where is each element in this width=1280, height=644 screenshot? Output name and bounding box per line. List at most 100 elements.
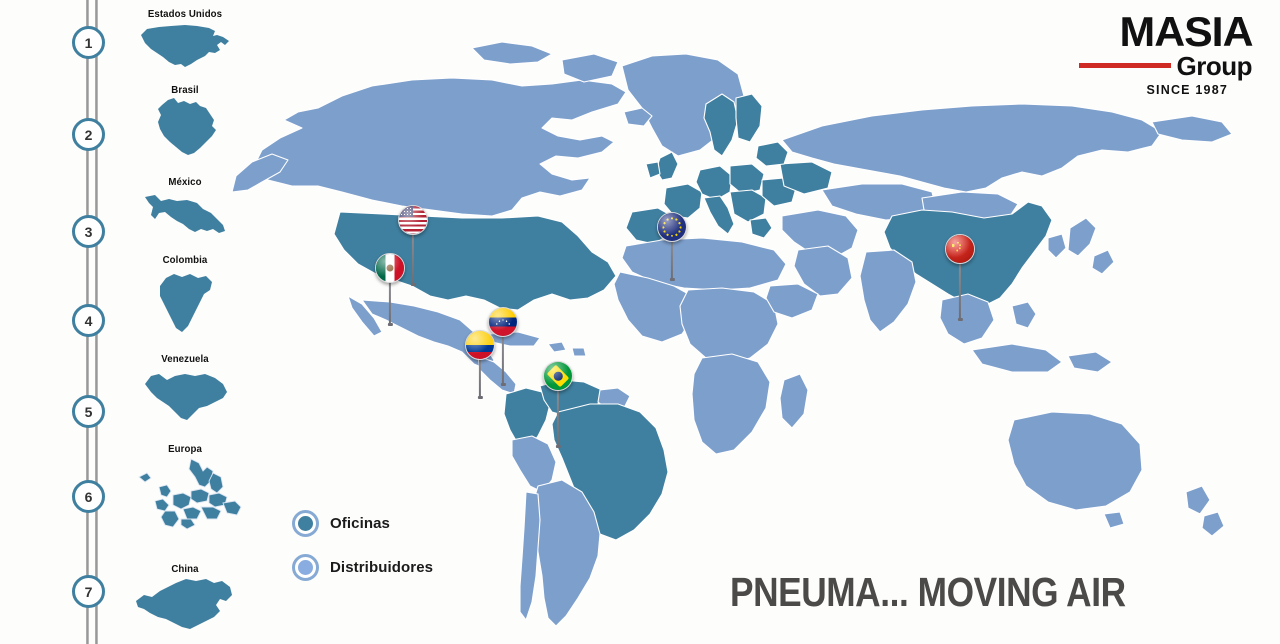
pin-stem [669, 238, 675, 281]
region-japan [1067, 217, 1097, 257]
timeline-node-5-number: 5 [84, 403, 93, 420]
timeline-node-4[interactable]: 4 [72, 304, 105, 337]
sidebar-shape-united-states [105, 18, 265, 76]
timeline-node-5[interactable]: 5 [72, 395, 105, 428]
legend-label-distribuidores: Distribuidores [330, 559, 434, 576]
map-pin-china[interactable] [945, 234, 975, 324]
region-tasmania [1103, 511, 1125, 529]
region-southern-africa [691, 353, 771, 455]
region-colombia [503, 387, 551, 451]
sidebar-label-europa: Europa [168, 443, 202, 455]
timeline-node-6[interactable]: 6 [72, 480, 105, 513]
region-madagascar [779, 373, 809, 429]
region-germany [695, 165, 733, 201]
map-pin-venezuela[interactable] [488, 307, 518, 389]
pin-stem [500, 333, 506, 386]
world-map [222, 0, 1280, 640]
region-canada [251, 77, 627, 217]
flag-icon-united-states [398, 205, 428, 235]
pin-stem [410, 231, 416, 286]
flag-icon-mexico [375, 253, 405, 283]
region-north-africa [621, 237, 787, 291]
region-brazil [551, 403, 669, 541]
region-balkans [729, 189, 767, 223]
timeline-node-4-number: 4 [84, 312, 93, 329]
region-australia [1007, 411, 1143, 511]
logo-brand-name: MASIA [1119, 8, 1253, 55]
region-scandinavia [703, 93, 739, 157]
flag-icon-china [945, 234, 975, 264]
logo-brand-sub: Group [1176, 50, 1253, 81]
sidebar-shape-venezuela [105, 366, 265, 432]
sidebar-shape-colombia [105, 268, 265, 340]
timeline-node-2-number: 2 [84, 126, 93, 143]
legend-item-oficinas: Oficinas [292, 510, 433, 537]
region-india [859, 249, 917, 333]
region-baltics [755, 141, 789, 167]
map-pin-estados-unidos[interactable] [398, 205, 428, 289]
sidebar-shape-brazil [105, 96, 265, 158]
tagline-text: PNEUMA... MOVING AIR [730, 569, 1126, 615]
map-pin-europa[interactable] [657, 212, 687, 284]
map-pin-mexico[interactable] [375, 253, 405, 329]
map-legend: Oficinas Distribuidores [292, 510, 433, 598]
timeline-node-2[interactable]: 2 [72, 118, 105, 151]
region-alaska [231, 153, 289, 193]
legend-marker-office-icon [292, 510, 319, 537]
pin-stem [957, 260, 963, 321]
pin-stem [387, 279, 393, 326]
region-france [663, 183, 703, 219]
region-horn-africa [765, 283, 819, 319]
sidebar-shape-mexico [105, 190, 265, 250]
masia-group-logo: MASIA Group SINCE 1987 [1078, 11, 1253, 97]
region-korea [1047, 233, 1067, 259]
timeline-node-1-number: 1 [84, 34, 93, 51]
timeline-node-3-number: 3 [84, 223, 93, 240]
timeline-node-7[interactable]: 7 [72, 575, 105, 608]
pin-stem [477, 356, 483, 399]
flag-icon-venezuela [488, 307, 518, 337]
logo-red-bar [1078, 63, 1171, 69]
region-iceland [623, 107, 653, 127]
region-chile [519, 491, 541, 621]
timeline-node-7-number: 7 [84, 583, 93, 600]
timeline-node-6-number: 6 [84, 488, 93, 505]
sidebar-label-mexico: México [168, 176, 202, 188]
region-italy [703, 195, 735, 235]
region-baja [347, 295, 383, 337]
region-indonesia [971, 343, 1063, 373]
sidebar-label-brasil: Brasil [171, 84, 199, 96]
sidebar-label-venezuela: Venezuela [161, 353, 209, 365]
timeline-node-1[interactable]: 1 [72, 26, 105, 59]
flag-icon-european-union [657, 212, 687, 242]
region-middle-east [781, 209, 859, 259]
region-ireland [645, 161, 661, 179]
legend-label-oficinas: Oficinas [330, 515, 390, 532]
country-timeline-sidebar: Estados Unidos 1 Brasil 2 México 3 Colom… [0, 0, 242, 644]
region-west-africa [613, 271, 695, 343]
region-philippines [1011, 301, 1037, 329]
region-uk [655, 151, 679, 181]
region-southeast-asia [939, 293, 995, 345]
region-russia [781, 103, 1163, 193]
region-arctic-islands [471, 41, 553, 65]
pin-stem [555, 387, 561, 448]
region-central-africa [679, 287, 779, 365]
region-greece [749, 217, 773, 239]
region-arabia [793, 245, 853, 297]
region-finland [735, 93, 763, 143]
region-new-zealand [1185, 485, 1211, 515]
map-pin-brasil[interactable] [543, 361, 573, 451]
logo-since-text: SINCE 1987 [1146, 82, 1228, 97]
legend-item-distribuidores: Distribuidores [292, 554, 433, 581]
sidebar-shape-china [105, 574, 265, 634]
sidebar-label-china: China [171, 563, 199, 575]
region-poland [729, 163, 765, 195]
legend-marker-distributor-icon [292, 554, 319, 581]
timeline-node-3[interactable]: 3 [72, 215, 105, 248]
region-baffin [561, 53, 619, 83]
sidebar-label-estados-unidos: Estados Unidos [147, 8, 223, 20]
flag-icon-brazil [543, 361, 573, 391]
region-ukraine [779, 161, 833, 195]
